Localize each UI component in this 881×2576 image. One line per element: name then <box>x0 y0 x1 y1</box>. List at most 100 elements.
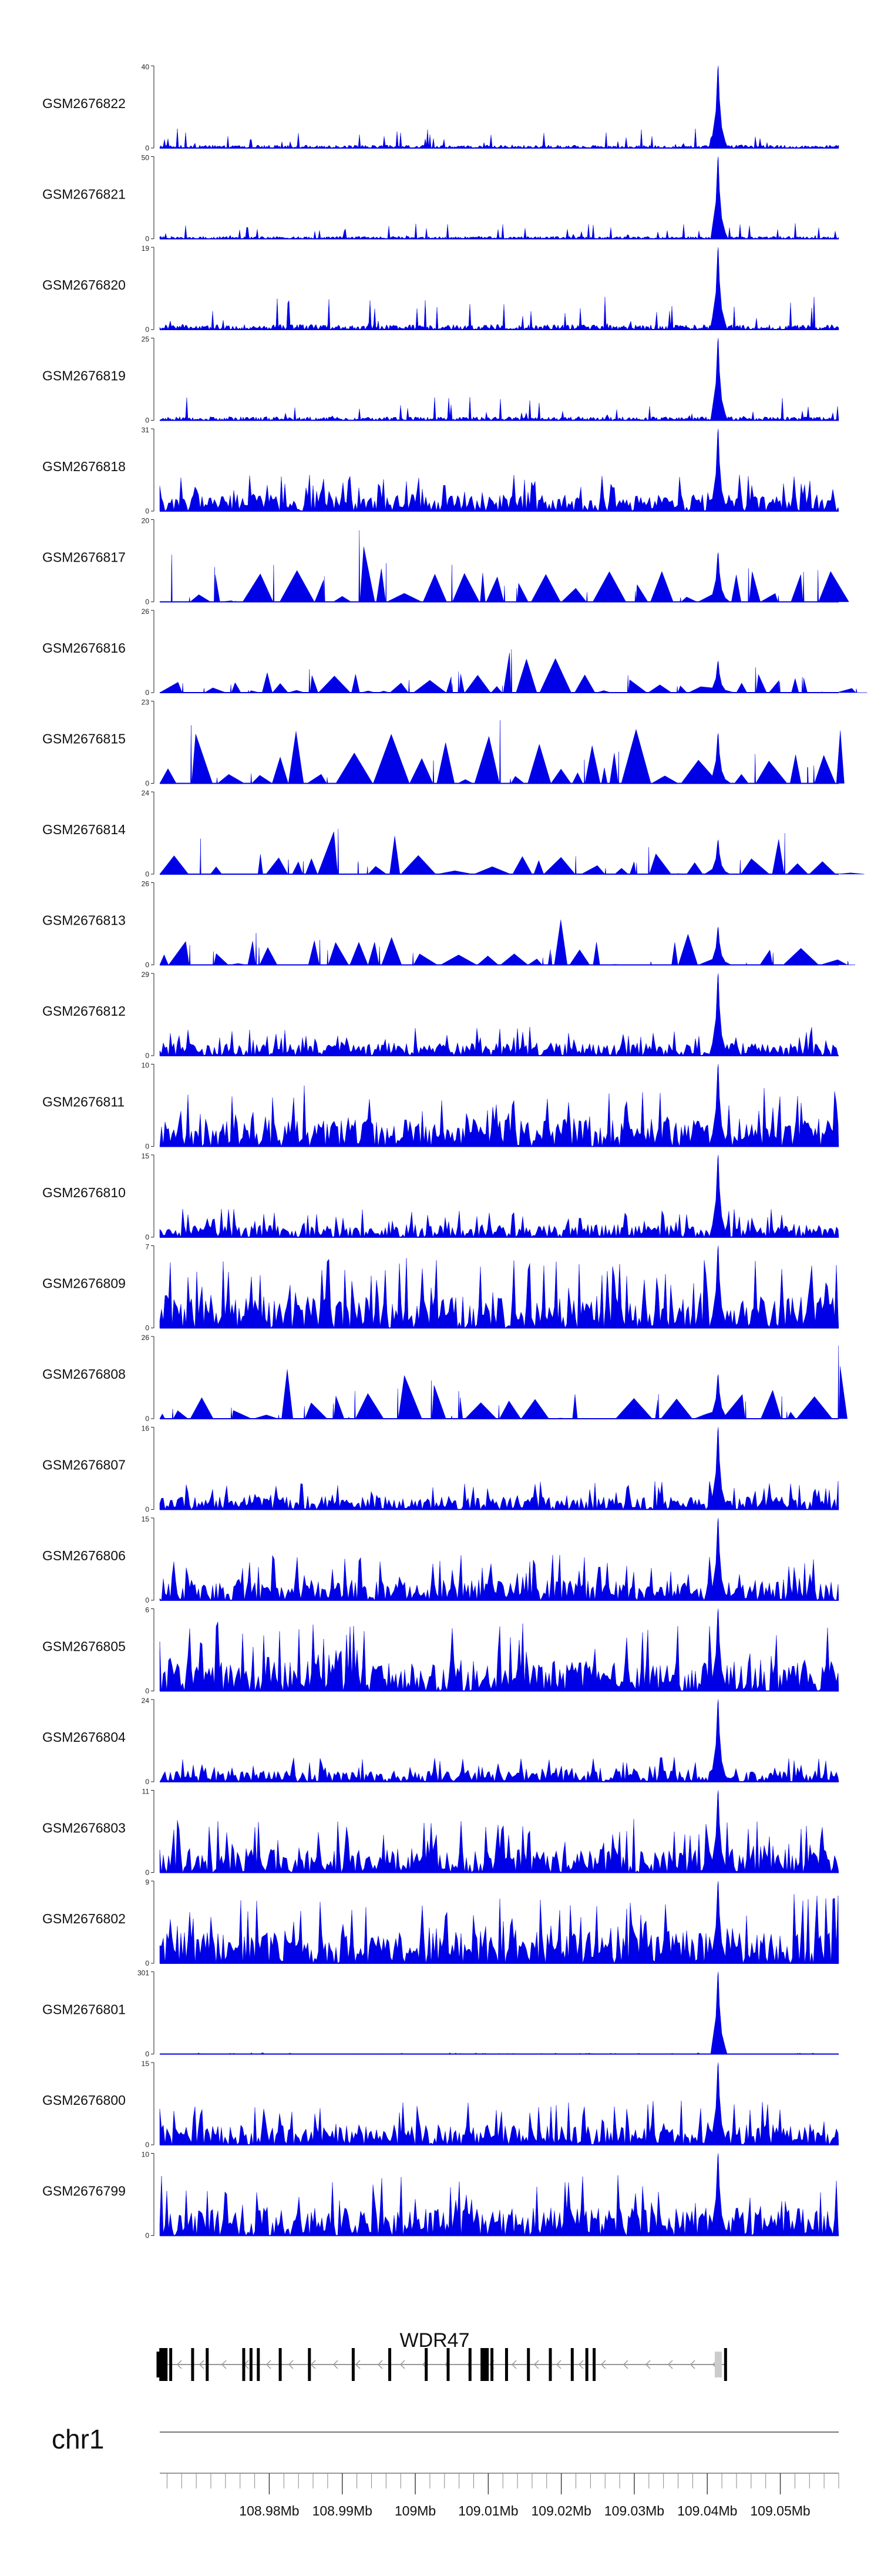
gene-name: WDR47 <box>399 2329 469 2352</box>
y-min-label: 0 <box>145 507 149 515</box>
strand-arrow <box>578 2360 584 2369</box>
coverage-area <box>159 2153 839 2236</box>
gene-exon <box>724 2348 727 2381</box>
y-max-label: 29 <box>142 970 150 979</box>
y-max-label: 25 <box>142 335 150 344</box>
track-label: GSM2676805 <box>42 1639 126 1654</box>
y-min-label: 0 <box>145 144 149 152</box>
y-max-label: 20 <box>142 517 150 525</box>
y-max-label: 23 <box>142 698 150 707</box>
y-max-label: 15 <box>142 1152 150 1160</box>
gene-exon <box>570 2348 574 2381</box>
x-tick-label: 108.98Mb <box>239 2503 299 2518</box>
x-tick-label: 109.04Mb <box>677 2503 737 2518</box>
coverage-area <box>159 1699 839 1782</box>
y-max-label: 26 <box>142 880 150 888</box>
gene-exon <box>446 2348 450 2381</box>
coverage-area <box>160 530 849 603</box>
gene-exon <box>257 2348 260 2381</box>
gene-exon <box>549 2348 552 2381</box>
strand-arrow <box>511 2360 517 2369</box>
track-label: GSM2676815 <box>42 731 126 747</box>
coverage-area <box>159 828 865 875</box>
gene-exon <box>425 2348 428 2381</box>
coverage-area <box>159 1790 839 1873</box>
y-min-label: 0 <box>145 1052 149 1060</box>
y-max-label: 40 <box>142 63 150 71</box>
track-label: GSM2676802 <box>42 1911 126 1926</box>
strand-arrow <box>377 2360 383 2369</box>
track-label: GSM2676808 <box>42 1366 126 1382</box>
strand-arrow <box>399 2360 405 2369</box>
y-min-label: 0 <box>145 870 149 878</box>
x-tick-label: 109.05Mb <box>750 2503 810 2518</box>
track-label: GSM2676822 <box>42 96 126 111</box>
y-max-label: 7 <box>145 1243 149 1251</box>
y-min-label: 0 <box>145 1415 149 1423</box>
track-label: GSM2676809 <box>42 1276 126 1291</box>
track-label: GSM2676812 <box>42 1003 126 1019</box>
coverage-area <box>159 338 839 421</box>
coverage-area <box>159 428 839 512</box>
y-min-label: 0 <box>145 1959 149 1967</box>
track-label: GSM2676803 <box>42 1821 126 1836</box>
strand-arrow <box>556 2360 561 2369</box>
coverage-area <box>159 919 856 966</box>
y-max-label: 31 <box>142 426 150 434</box>
track-label: GSM2676799 <box>42 2184 126 2199</box>
strand-arrow <box>221 2360 227 2369</box>
strand-arrow <box>623 2360 628 2369</box>
strand-arrow <box>355 2360 361 2369</box>
strand-arrow <box>667 2360 673 2369</box>
coverage-area <box>159 1880 839 1964</box>
y-max-label: 24 <box>142 789 150 797</box>
y-min-label: 0 <box>145 2141 149 2149</box>
x-tick-label: 108.99Mb <box>312 2503 372 2518</box>
coverage-area <box>159 973 839 1056</box>
gene-exon <box>585 2348 589 2381</box>
y-max-label: 16 <box>142 1425 150 1433</box>
gene-exon <box>278 2348 282 2381</box>
y-max-label: 10 <box>142 2151 150 2159</box>
y-max-label: 50 <box>142 154 150 162</box>
x-tick-label: 109.02Mb <box>531 2503 591 2518</box>
gene-exon <box>169 2348 173 2381</box>
y-min-label: 0 <box>145 1687 149 1695</box>
y-max-label: 15 <box>142 1515 150 1523</box>
gene-exon <box>527 2348 530 2381</box>
track-label: GSM2676818 <box>42 459 126 474</box>
x-tick-label: 109Mb <box>395 2503 436 2518</box>
track-label: GSM2676813 <box>42 913 126 928</box>
coverage-area <box>159 65 839 149</box>
track-label: GSM2676806 <box>42 1548 126 1563</box>
coverage-area <box>159 2062 839 2145</box>
y-min-label: 0 <box>145 1596 149 1604</box>
gene-exon <box>593 2348 596 2381</box>
gene-exon <box>242 2348 246 2381</box>
strand-arrow <box>288 2360 294 2369</box>
coverage-area <box>159 1345 848 1419</box>
strand-arrow <box>176 2360 182 2369</box>
coverage-area <box>159 1427 839 1510</box>
y-max-label: 10 <box>142 1062 150 1070</box>
coverage-area <box>159 720 845 784</box>
y-max-label: 11 <box>142 1788 150 1796</box>
strand-arrow <box>332 2360 338 2369</box>
y-min-label: 0 <box>145 598 149 606</box>
track-label: GSM2676821 <box>42 187 126 202</box>
gene-exon <box>308 2348 311 2381</box>
y-min-label: 0 <box>145 1869 149 1877</box>
gene-exon <box>351 2348 355 2381</box>
gene-exon <box>191 2348 194 2381</box>
strand-arrow <box>690 2360 695 2369</box>
y-max-label: 6 <box>145 1606 149 1614</box>
strand-arrow <box>265 2360 271 2369</box>
gene-exon <box>480 2348 489 2381</box>
x-tick-label: 109.03Mb <box>604 2503 664 2518</box>
y-max-label: 9 <box>145 1878 149 1886</box>
gene-exon-utr <box>156 2352 166 2377</box>
y-max-label: 301 <box>137 1969 149 1977</box>
strand-arrow <box>533 2360 539 2369</box>
